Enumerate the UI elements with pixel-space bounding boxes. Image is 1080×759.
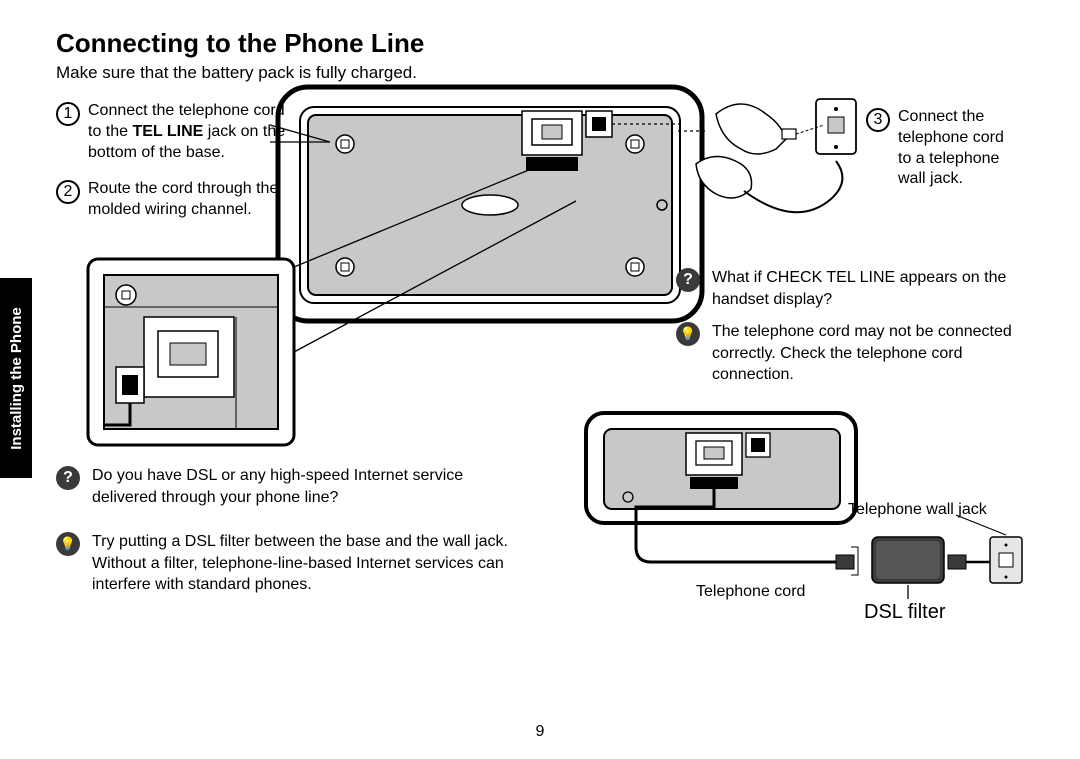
step-1-text: Connect the telephone cord to the TEL LI… <box>88 101 288 163</box>
walljack-diagram <box>686 89 876 239</box>
step-1-marker: 1 <box>56 102 80 126</box>
step-3-text: Connect the telephone cord to a telephon… <box>898 107 1018 190</box>
section-tab-label: Installing the Phone <box>8 307 25 450</box>
qa-left-a: Try putting a DSL filter between the bas… <box>92 531 522 596</box>
wall-jack-label: Telephone wall jack <box>848 501 987 519</box>
page-title: Connecting to the Phone Line <box>56 28 1024 59</box>
dashed-cord <box>678 125 708 145</box>
step-2-marker: 2 <box>56 180 80 204</box>
bulb-icon: 💡 <box>56 532 80 556</box>
step-2-text: Route the cord through the molded wiring… <box>88 179 288 221</box>
zoom-lines <box>286 157 586 357</box>
qa-right-q: What if CHECK TEL LINE appears on the ha… <box>712 267 1022 310</box>
bulb-icon: 💡 <box>676 322 700 346</box>
telephone-cord-label: Telephone cord <box>696 583 805 601</box>
qa-right-a: The telephone cord may not be connected … <box>712 321 1022 386</box>
step-1-bold: TEL LINE <box>132 123 203 140</box>
section-tab: Installing the Phone <box>0 278 32 478</box>
detail-inset <box>86 257 296 447</box>
dsl-filter-label: DSL filter <box>864 601 946 624</box>
page-number: 9 <box>0 723 1080 741</box>
question-icon: ? <box>56 466 80 490</box>
question-icon: ? <box>676 268 700 292</box>
qa-left-q: Do you have DSL or any high-speed Intern… <box>92 465 522 508</box>
